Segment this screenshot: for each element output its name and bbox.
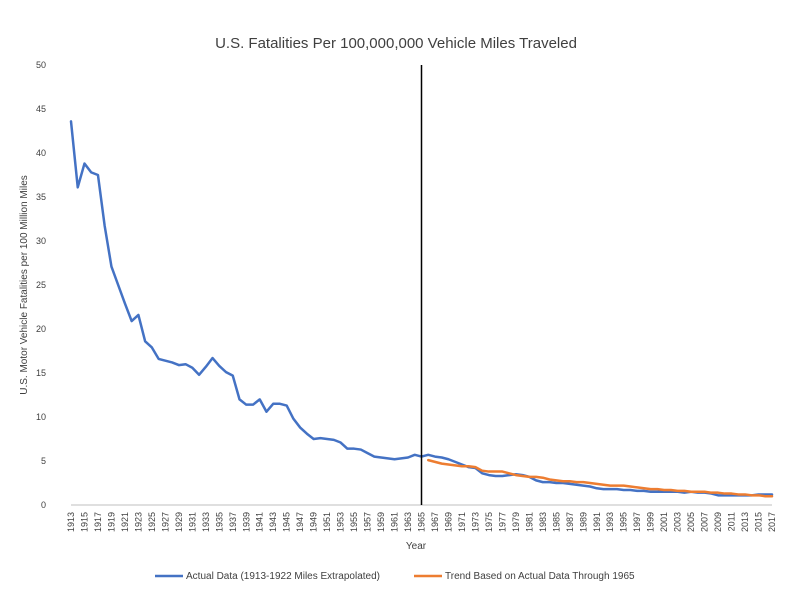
- x-tick-label: 1959: [376, 512, 386, 532]
- y-tick-label: 25: [36, 280, 46, 290]
- x-tick-label: 1921: [120, 512, 130, 532]
- x-tick-label: 1947: [295, 512, 305, 532]
- x-tick-label: 2005: [686, 512, 696, 532]
- x-tick-label: 1993: [605, 512, 615, 532]
- y-axis-ticks: 0 5 10 15 20 25 30 35 40 45 50: [36, 60, 46, 510]
- series-line-trend: [426, 458, 774, 498]
- x-tick-label: 1979: [511, 512, 521, 532]
- x-tick-label: 1917: [93, 512, 103, 532]
- x-axis-label: Year: [406, 541, 427, 552]
- x-tick-label: 1949: [309, 512, 319, 532]
- x-tick-label: 1943: [268, 512, 278, 532]
- x-tick-label: 2003: [673, 512, 683, 532]
- y-tick-label: 20: [36, 324, 46, 334]
- x-tick-label: 1923: [133, 512, 143, 532]
- x-tick-label: 2015: [754, 512, 764, 532]
- x-tick-label: 2001: [659, 512, 669, 532]
- x-tick-label: 1955: [349, 512, 359, 532]
- x-tick-label: 1983: [538, 512, 548, 532]
- y-tick-label: 45: [36, 104, 46, 114]
- y-tick-label: 15: [36, 368, 46, 378]
- legend: Actual Data (1913-1922 Miles Extrapolate…: [155, 571, 635, 582]
- x-tick-label: 1933: [201, 512, 211, 532]
- x-tick-label: 1913: [66, 512, 76, 532]
- x-tick-label: 1973: [470, 512, 480, 532]
- x-tick-label: 1989: [578, 512, 588, 532]
- x-tick-label: 1953: [336, 512, 346, 532]
- x-tick-label: 2013: [740, 512, 750, 532]
- x-tick-label: 1971: [457, 512, 467, 532]
- x-tick-label: 1999: [646, 512, 656, 532]
- legend-label-trend: Trend Based on Actual Data Through 1965: [445, 571, 635, 582]
- y-tick-label: 35: [36, 192, 46, 202]
- x-tick-label: 1927: [160, 512, 170, 532]
- x-tick-label: 1931: [187, 512, 197, 532]
- x-tick-label: 1991: [592, 512, 602, 532]
- x-tick-label: 1965: [417, 512, 427, 532]
- x-tick-label: 1995: [619, 512, 629, 532]
- x-tick-label: 2017: [767, 512, 777, 532]
- x-tick-label: 1975: [484, 512, 494, 532]
- x-tick-label: 2007: [700, 512, 710, 532]
- x-tick-label: 1919: [106, 512, 116, 532]
- y-tick-label: 50: [36, 60, 46, 70]
- y-tick-label: 40: [36, 148, 46, 158]
- y-tick-label: 0: [41, 500, 46, 510]
- x-tick-label: 1969: [443, 512, 453, 532]
- y-tick-label: 5: [41, 456, 46, 466]
- x-tick-label: 1963: [403, 512, 413, 532]
- x-tick-label: 1987: [565, 512, 575, 532]
- x-tick-label: 1981: [524, 512, 534, 532]
- x-tick-label: 1915: [79, 512, 89, 532]
- x-tick-label: 1935: [214, 512, 224, 532]
- y-tick-label: 10: [36, 412, 46, 422]
- legend-label-actual: Actual Data (1913-1922 Miles Extrapolate…: [186, 571, 380, 582]
- x-tick-label: 1985: [551, 512, 561, 532]
- x-axis-ticks: 1913 1915 1917 1919 1921 1923 1925 1927 1929 1931…: [66, 512, 777, 532]
- x-tick-label: 1937: [228, 512, 238, 532]
- x-tick-label: 2009: [713, 512, 723, 532]
- x-tick-label: 1961: [390, 512, 400, 532]
- y-axis-label: U.S. Motor Vehicle Fatalities per 100 Mi…: [19, 175, 30, 395]
- x-tick-label: 2011: [727, 512, 737, 531]
- x-tick-label: 1929: [174, 512, 184, 532]
- x-tick-label: 1945: [282, 512, 292, 532]
- x-tick-label: 1939: [241, 512, 251, 532]
- x-tick-label: 1967: [430, 512, 440, 532]
- x-tick-label: 1977: [497, 512, 507, 532]
- x-tick-label: 1997: [632, 512, 642, 532]
- x-tick-label: 1941: [255, 512, 265, 532]
- x-tick-label: 1951: [322, 512, 332, 532]
- x-tick-label: 1925: [147, 512, 157, 532]
- x-tick-label: 1957: [363, 512, 373, 532]
- y-tick-label: 30: [36, 236, 46, 246]
- chart-title: U.S. Fatalities Per 100,000,000 Vehicle …: [215, 35, 577, 52]
